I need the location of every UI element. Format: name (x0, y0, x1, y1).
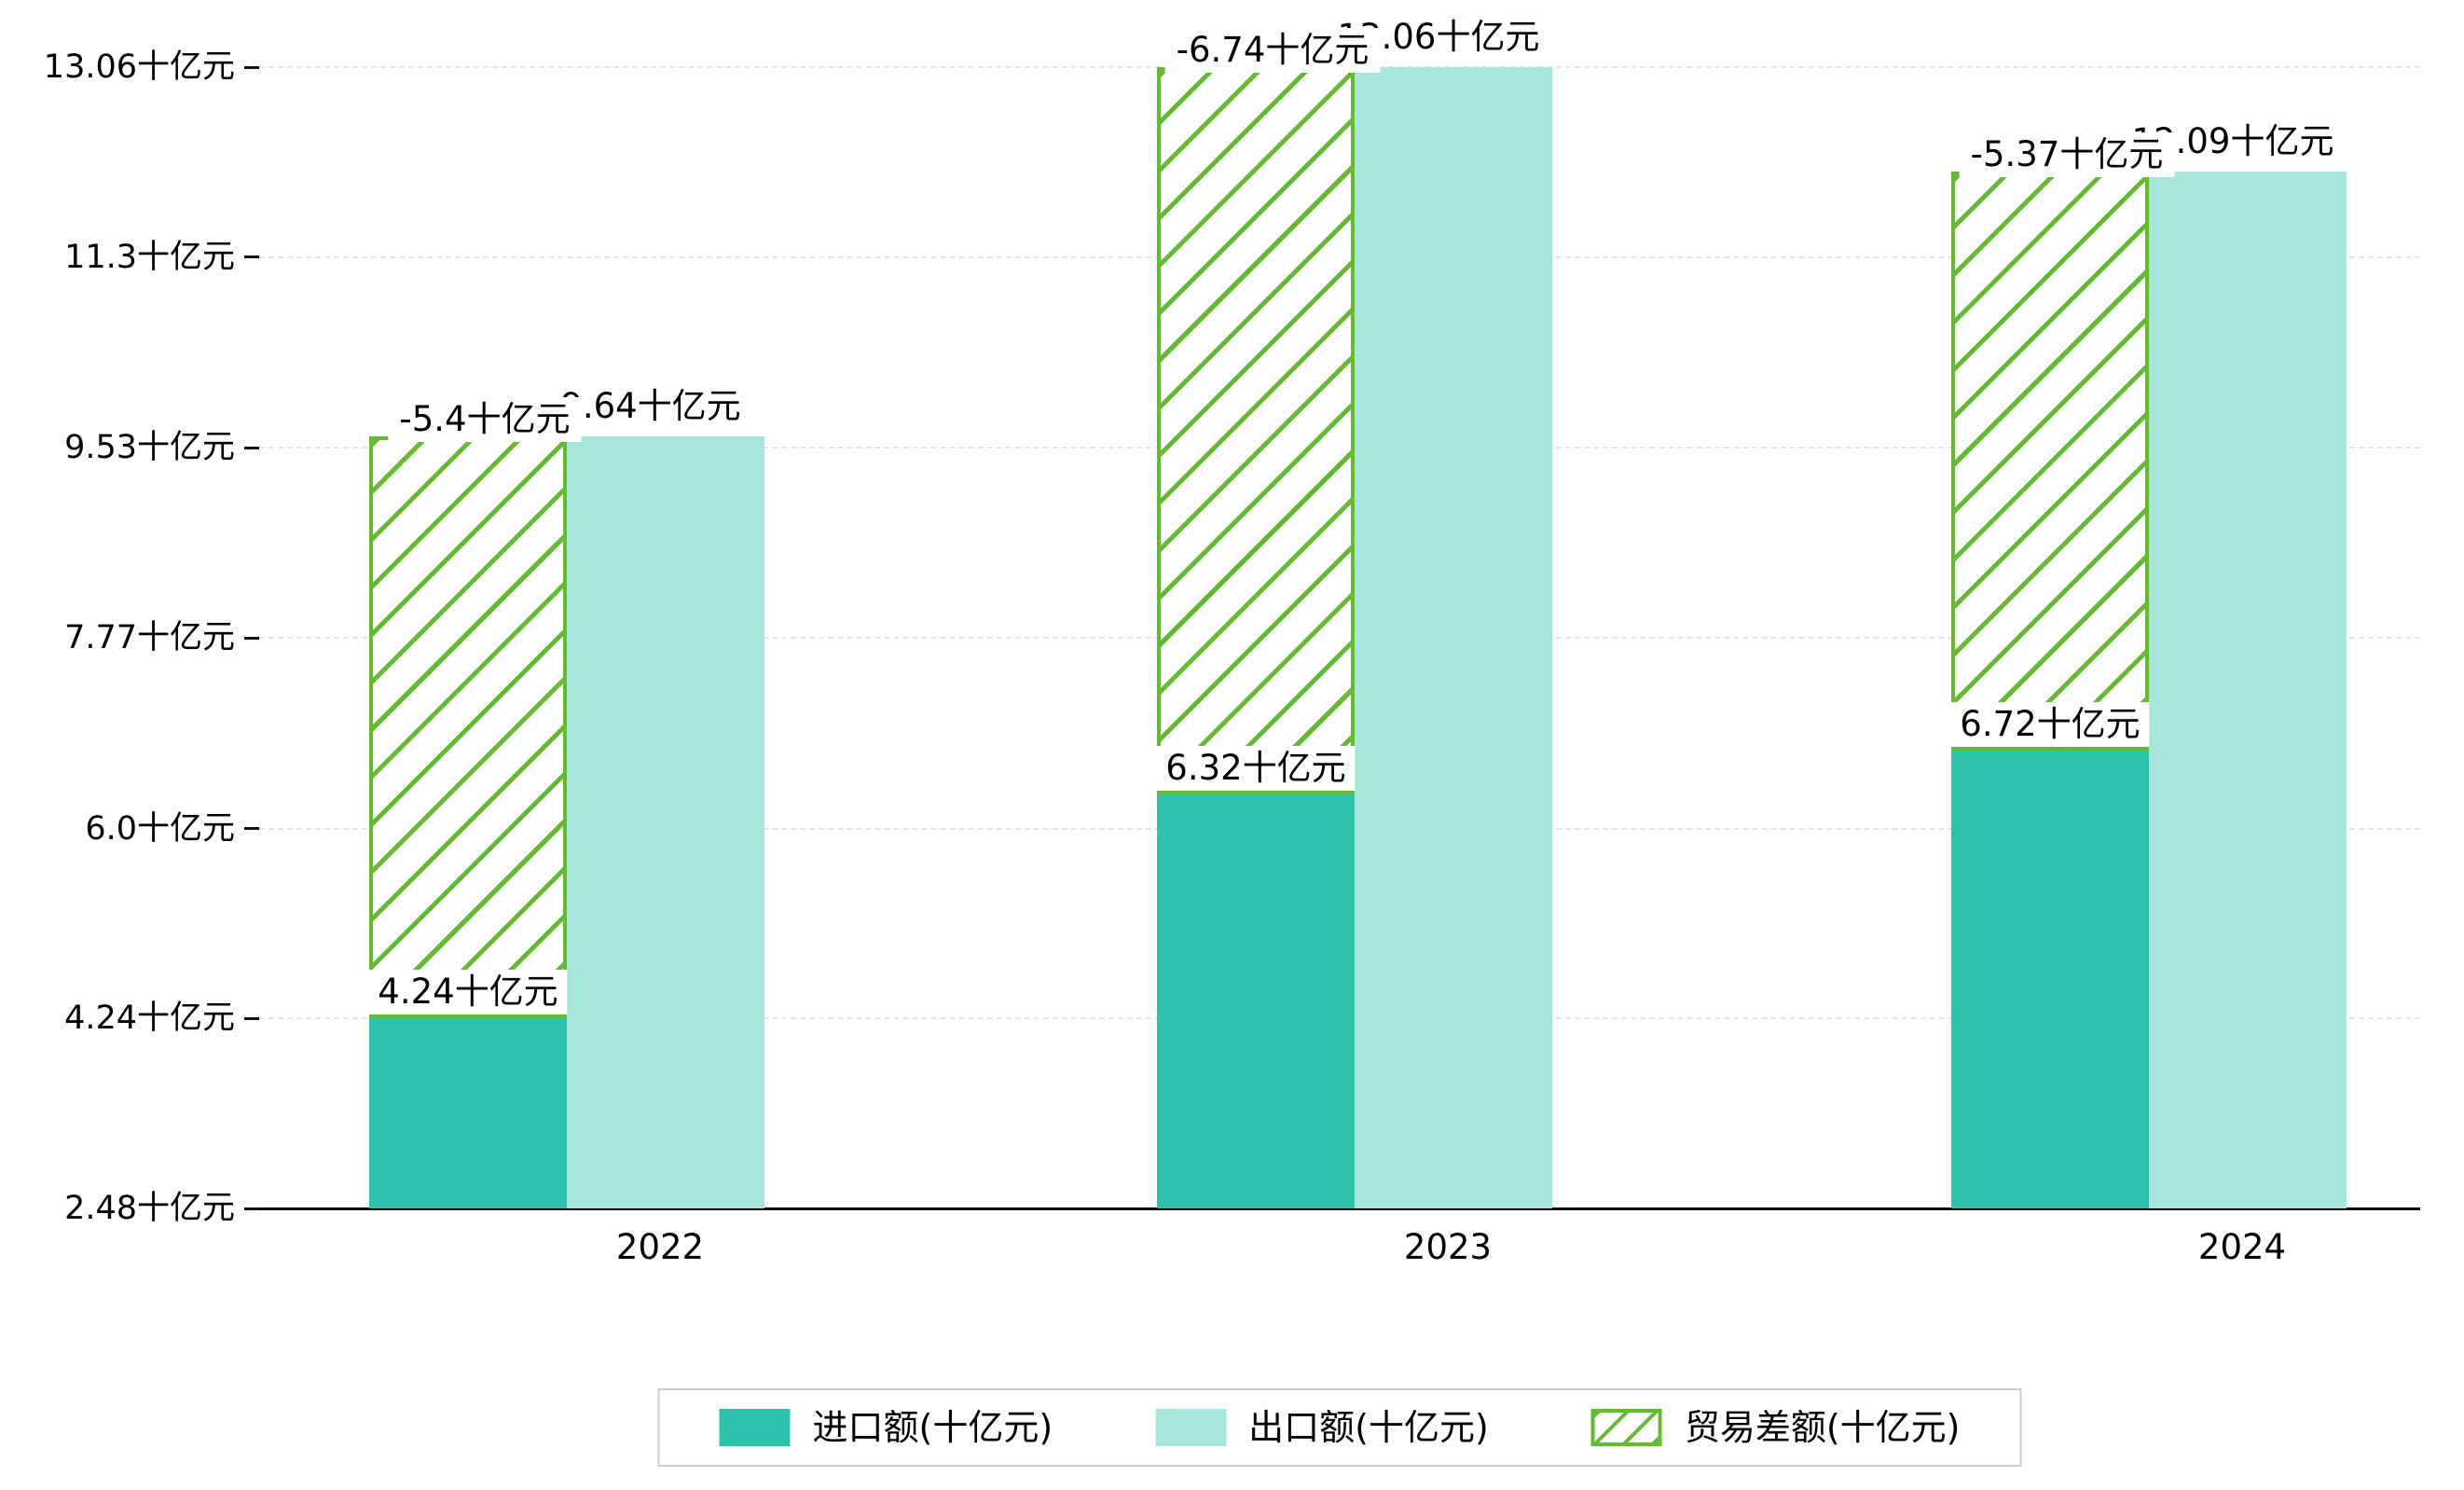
trade-balance-hatch-swatch-icon (1590, 1409, 1662, 1446)
x-axis-label: 2022 (615, 1227, 705, 1267)
legend-item-trade-balance: 贸易差额(十亿元) (1590, 1405, 1961, 1450)
y-axis-label: 13.06十亿元 (43, 48, 235, 86)
legend-label-import: 进口额(十亿元) (812, 1407, 1053, 1448)
x-axis-line (259, 1207, 2420, 1210)
y-axis-label: 4.24十亿元 (64, 1000, 235, 1038)
legend-item-import: 进口额(十亿元) (719, 1405, 1053, 1450)
export-value-label: 13.06十亿元 (1328, 15, 1549, 60)
y-tick-mark (244, 446, 259, 449)
trade-balance-bar (1951, 172, 2149, 752)
import-bar (1157, 793, 1355, 1208)
import-bar (369, 1018, 567, 1208)
y-axis-label: 6.0十亿元 (85, 809, 235, 848)
y-tick-mark (244, 255, 259, 259)
legend-label-trade-balance: 贸易差额(十亿元) (1684, 1407, 1961, 1448)
legend-item-export: 出口额(十亿元) (1155, 1405, 1489, 1450)
legend-label-export: 出口额(十亿元) (1248, 1407, 1489, 1448)
import-bar (1951, 751, 2149, 1208)
y-axis-label: 11.3十亿元 (64, 238, 235, 276)
trade-balance-bar (1157, 67, 1355, 794)
y-tick-mark (244, 65, 259, 69)
trade-balance-value-label: -5.37十亿元 (1959, 132, 2175, 178)
trade-balance-value-label: -5.4十亿元 (388, 396, 582, 442)
import-color-swatch-icon (719, 1409, 791, 1446)
y-axis-label: 2.48十亿元 (64, 1190, 235, 1227)
import-value-label: 6.72十亿元 (1950, 702, 2150, 748)
legend: 进口额(十亿元) 出口额(十亿元) 贸易差额(十亿元) (657, 1388, 2022, 1467)
export-bar (2149, 172, 2347, 1208)
y-tick-mark (244, 827, 259, 831)
export-value-label: 9.64十亿元 (551, 383, 750, 429)
import-value-label: 6.32十亿元 (1156, 745, 1356, 791)
export-bar (1355, 67, 1552, 1208)
x-axis-label: 2024 (2197, 1227, 2287, 1267)
y-tick-mark (244, 1016, 259, 1020)
y-axis-label: 7.77十亿元 (64, 619, 235, 656)
export-bar (567, 435, 764, 1208)
y-axis-label: 9.53十亿元 (64, 429, 235, 467)
trade-balance-bar (369, 435, 567, 1019)
y-tick-mark (244, 636, 259, 640)
x-axis-label: 2023 (1403, 1227, 1493, 1267)
import-value-label: 4.24十亿元 (368, 970, 568, 1015)
y-tick-mark (244, 1207, 259, 1210)
trade-balance-value-label: -6.74十亿元 (1164, 28, 1381, 73)
export-color-swatch-icon (1155, 1409, 1227, 1446)
